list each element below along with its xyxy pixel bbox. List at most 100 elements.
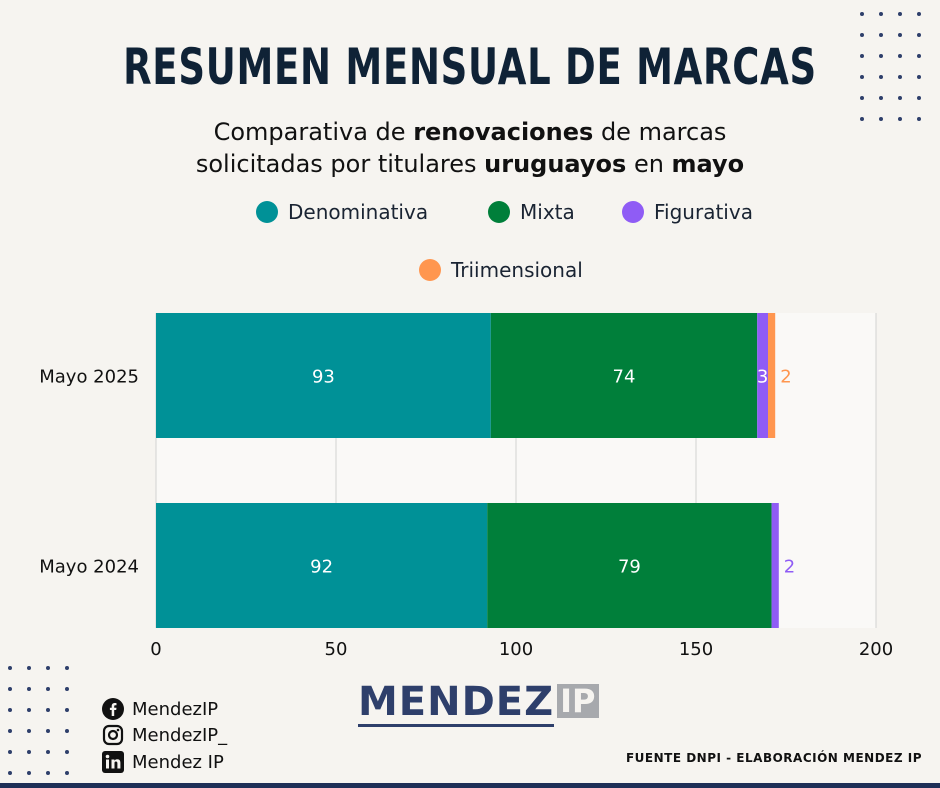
legend-swatch-figurativa — [622, 201, 644, 223]
mendez-ip-logo: MENDEZ IP — [358, 680, 599, 727]
social-instagram[interactable]: MendezIP_ — [102, 724, 227, 746]
decorative-dot — [860, 96, 864, 100]
page-title: RESUMEN MENSUAL DE MARCAS — [123, 38, 817, 96]
category-label: Mayo 2025 — [39, 367, 139, 388]
decorative-dot — [917, 75, 921, 79]
bar-value-label: 3 — [757, 367, 768, 388]
category-label: Mayo 2024 — [39, 557, 139, 578]
legend-label-denominativa: Denominativa — [288, 200, 429, 224]
decorative-dot — [879, 12, 883, 16]
legend-swatch-denominativa — [256, 201, 278, 223]
decorative-dot — [879, 96, 883, 100]
decorative-dot — [8, 750, 12, 754]
legend-label-figurativa: Figurativa — [654, 200, 753, 224]
decorative-dot — [65, 708, 69, 712]
legend-item-mixta: Mixta — [488, 200, 575, 224]
legend-swatch-mixta — [488, 201, 510, 223]
decorative-dot — [879, 33, 883, 37]
legend-item-triimensional: Triimensional — [419, 258, 583, 282]
bar-segment — [768, 313, 776, 438]
decorative-dot — [8, 729, 12, 733]
x-tick-label: 0 — [150, 639, 161, 660]
social-linkedin[interactable]: Mendez IP — [102, 751, 224, 773]
decorative-dot — [27, 666, 31, 670]
social-instagram-label: MendezIP_ — [132, 724, 228, 746]
decorative-dot — [8, 687, 12, 691]
subtitle-line-1: Comparativa de renovaciones de marcas — [213, 118, 727, 146]
x-tick-label: 100 — [499, 639, 533, 660]
bar-value-label: 2 — [780, 367, 791, 388]
decorative-dot — [898, 54, 902, 58]
decorative-dot — [65, 687, 69, 691]
linkedin-icon — [102, 751, 124, 773]
decorative-dot — [860, 12, 864, 16]
bar-segment — [487, 503, 772, 628]
decorative-dot — [46, 708, 50, 712]
legend-label-mixta: Mixta — [520, 200, 575, 224]
decorative-dot — [65, 771, 69, 775]
decorative-dot — [860, 75, 864, 79]
bar-value-label: 92 — [310, 557, 333, 578]
decorative-dot — [917, 54, 921, 58]
decorative-dot — [898, 75, 902, 79]
facebook-icon — [102, 698, 124, 720]
bar-value-label: 74 — [613, 367, 636, 388]
decorative-dot — [46, 666, 50, 670]
decorative-dot — [898, 12, 902, 16]
decorative-dot — [46, 729, 50, 733]
decorative-dot — [27, 771, 31, 775]
decorative-dot — [8, 771, 12, 775]
bottom-bar — [0, 783, 940, 788]
decorative-dot — [879, 117, 883, 121]
decorative-dot — [898, 33, 902, 37]
decorative-dot — [898, 96, 902, 100]
decorative-dot — [917, 96, 921, 100]
bar-segment — [490, 313, 758, 438]
decorative-dot — [917, 12, 921, 16]
decorative-dot — [27, 729, 31, 733]
decorative-dot — [46, 771, 50, 775]
social-facebook-label: MendezIP — [132, 698, 219, 720]
legend-swatch-triimensional — [419, 259, 441, 281]
bar-segment — [757, 313, 768, 438]
chart-subtitle: Comparativa de renovaciones de marcas so… — [0, 116, 940, 180]
logo-brand-text: MENDEZ — [358, 679, 555, 727]
decorative-dot — [917, 33, 921, 37]
instagram-icon — [102, 724, 124, 746]
bar-value-label: 2 — [784, 557, 795, 578]
decorative-dot — [65, 666, 69, 670]
legend-label-triimensional: Triimensional — [451, 258, 583, 282]
decorative-dot — [879, 75, 883, 79]
subtitle-line-2: solicitadas por titulares uruguayos en m… — [195, 150, 745, 178]
decorative-dot — [879, 54, 883, 58]
logo-ip-badge: IP — [557, 683, 599, 718]
bar-value-label: 93 — [312, 367, 335, 388]
bar-segment — [156, 503, 488, 628]
x-tick-label: 150 — [679, 639, 713, 660]
bar-segment — [771, 503, 779, 628]
decorative-dot — [8, 708, 12, 712]
source-note: FUENTE DNPI - ELABORACIÓN MENDEZ IP — [625, 751, 922, 765]
decorative-dot — [27, 708, 31, 712]
decorative-dot — [8, 666, 12, 670]
decorative-dot — [860, 33, 864, 37]
decorative-dot — [860, 54, 864, 58]
decorative-dot — [65, 750, 69, 754]
decorative-dot — [46, 687, 50, 691]
decorative-dot — [46, 750, 50, 754]
decorative-dot — [917, 117, 921, 121]
x-tick-label: 200 — [859, 639, 893, 660]
social-facebook[interactable]: MendezIP — [102, 698, 218, 720]
social-linkedin-label: Mendez IP — [132, 751, 224, 773]
decorative-dot — [27, 687, 31, 691]
decorative-dot — [860, 117, 864, 121]
legend-item-figurativa: Figurativa — [622, 200, 753, 224]
decorative-dot — [898, 117, 902, 121]
bar-value-label: 79 — [618, 557, 641, 578]
bar-segment — [156, 313, 491, 438]
decorative-dot — [65, 729, 69, 733]
decorative-dot — [27, 750, 31, 754]
legend-item-denominativa: Denominativa — [256, 200, 428, 224]
x-tick-label: 50 — [325, 639, 348, 660]
